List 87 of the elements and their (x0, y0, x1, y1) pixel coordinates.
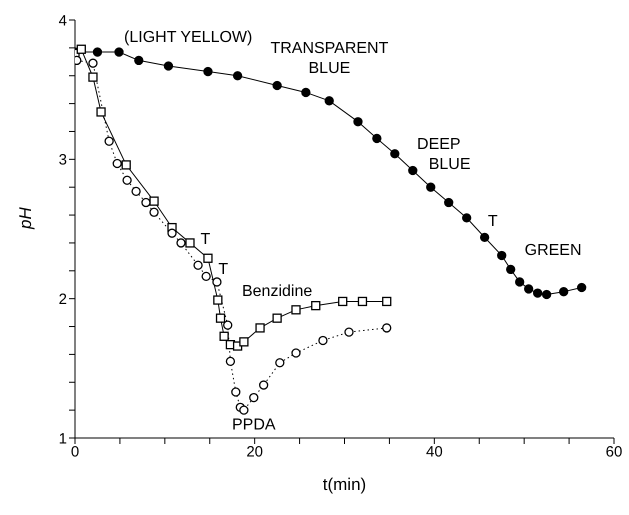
point (239, 337, 249, 347)
point (338, 296, 348, 306)
point (408, 166, 418, 176)
y-tick-label: 4 (58, 12, 67, 30)
point (193, 260, 203, 270)
point (272, 314, 282, 323)
point (231, 387, 240, 397)
y-tick-label: 1 (58, 430, 67, 448)
point (185, 238, 195, 248)
point (176, 238, 186, 248)
point (164, 61, 174, 71)
y-tick-label: 2 (58, 290, 67, 308)
y-tick-label: 3 (58, 152, 67, 169)
point (255, 323, 265, 333)
point (372, 134, 382, 144)
annotation: BLUE (428, 156, 470, 174)
annotation: TRANSPARENT (270, 40, 388, 58)
point (344, 327, 354, 337)
point (88, 58, 98, 68)
point (524, 284, 534, 294)
annotation: DEEP (417, 136, 461, 154)
point (212, 277, 222, 287)
series-label: Benzidine (242, 283, 312, 300)
point (202, 272, 211, 282)
point (515, 277, 524, 287)
point (462, 213, 472, 223)
point (122, 160, 131, 170)
point (275, 358, 284, 368)
point (577, 282, 586, 292)
point (141, 198, 151, 208)
point (131, 186, 141, 196)
point (382, 323, 392, 333)
point (426, 182, 436, 192)
annotation: T (488, 212, 498, 231)
point (358, 296, 368, 306)
point (542, 290, 552, 300)
point (390, 149, 400, 158)
point (203, 254, 213, 263)
point (96, 107, 106, 117)
point (324, 96, 334, 106)
point (167, 228, 177, 238)
annotation: BLUE (308, 60, 350, 78)
point (213, 295, 222, 305)
point (92, 47, 102, 57)
point (114, 47, 124, 57)
point (223, 320, 232, 330)
annotation: GREEN (524, 242, 582, 260)
point (232, 71, 242, 80)
annotation: T (200, 231, 210, 250)
y-axis-title: pH (16, 206, 36, 230)
point (444, 198, 454, 208)
point (291, 348, 301, 358)
point (559, 287, 568, 296)
point (219, 332, 229, 341)
point (318, 336, 328, 346)
point (506, 264, 516, 274)
point (301, 88, 311, 98)
x-tick-label: 40 (426, 444, 443, 461)
point (480, 232, 490, 242)
point (497, 250, 506, 260)
x-tick-label: 20 (246, 444, 264, 461)
point (216, 314, 226, 323)
point (272, 80, 282, 90)
point (134, 56, 144, 66)
x-tick-label: 60 (606, 444, 622, 461)
point (76, 44, 86, 54)
point (203, 66, 213, 76)
point (249, 392, 258, 402)
point (226, 356, 236, 366)
point (149, 208, 159, 217)
point (291, 305, 301, 314)
annotation: T (218, 260, 228, 279)
point (353, 117, 363, 126)
point (239, 405, 249, 415)
point (112, 158, 122, 168)
point (532, 288, 542, 298)
annotation: (LIGHT YELLOW) (124, 28, 252, 47)
series-label: PPDA (232, 416, 276, 434)
point (122, 176, 132, 185)
point (382, 296, 392, 306)
point (88, 72, 98, 82)
x-tick-label: 0 (70, 444, 80, 461)
x-axis-title: t(min) (322, 475, 366, 494)
point (259, 380, 268, 390)
point (149, 196, 159, 206)
point (104, 136, 114, 146)
point (311, 300, 320, 310)
